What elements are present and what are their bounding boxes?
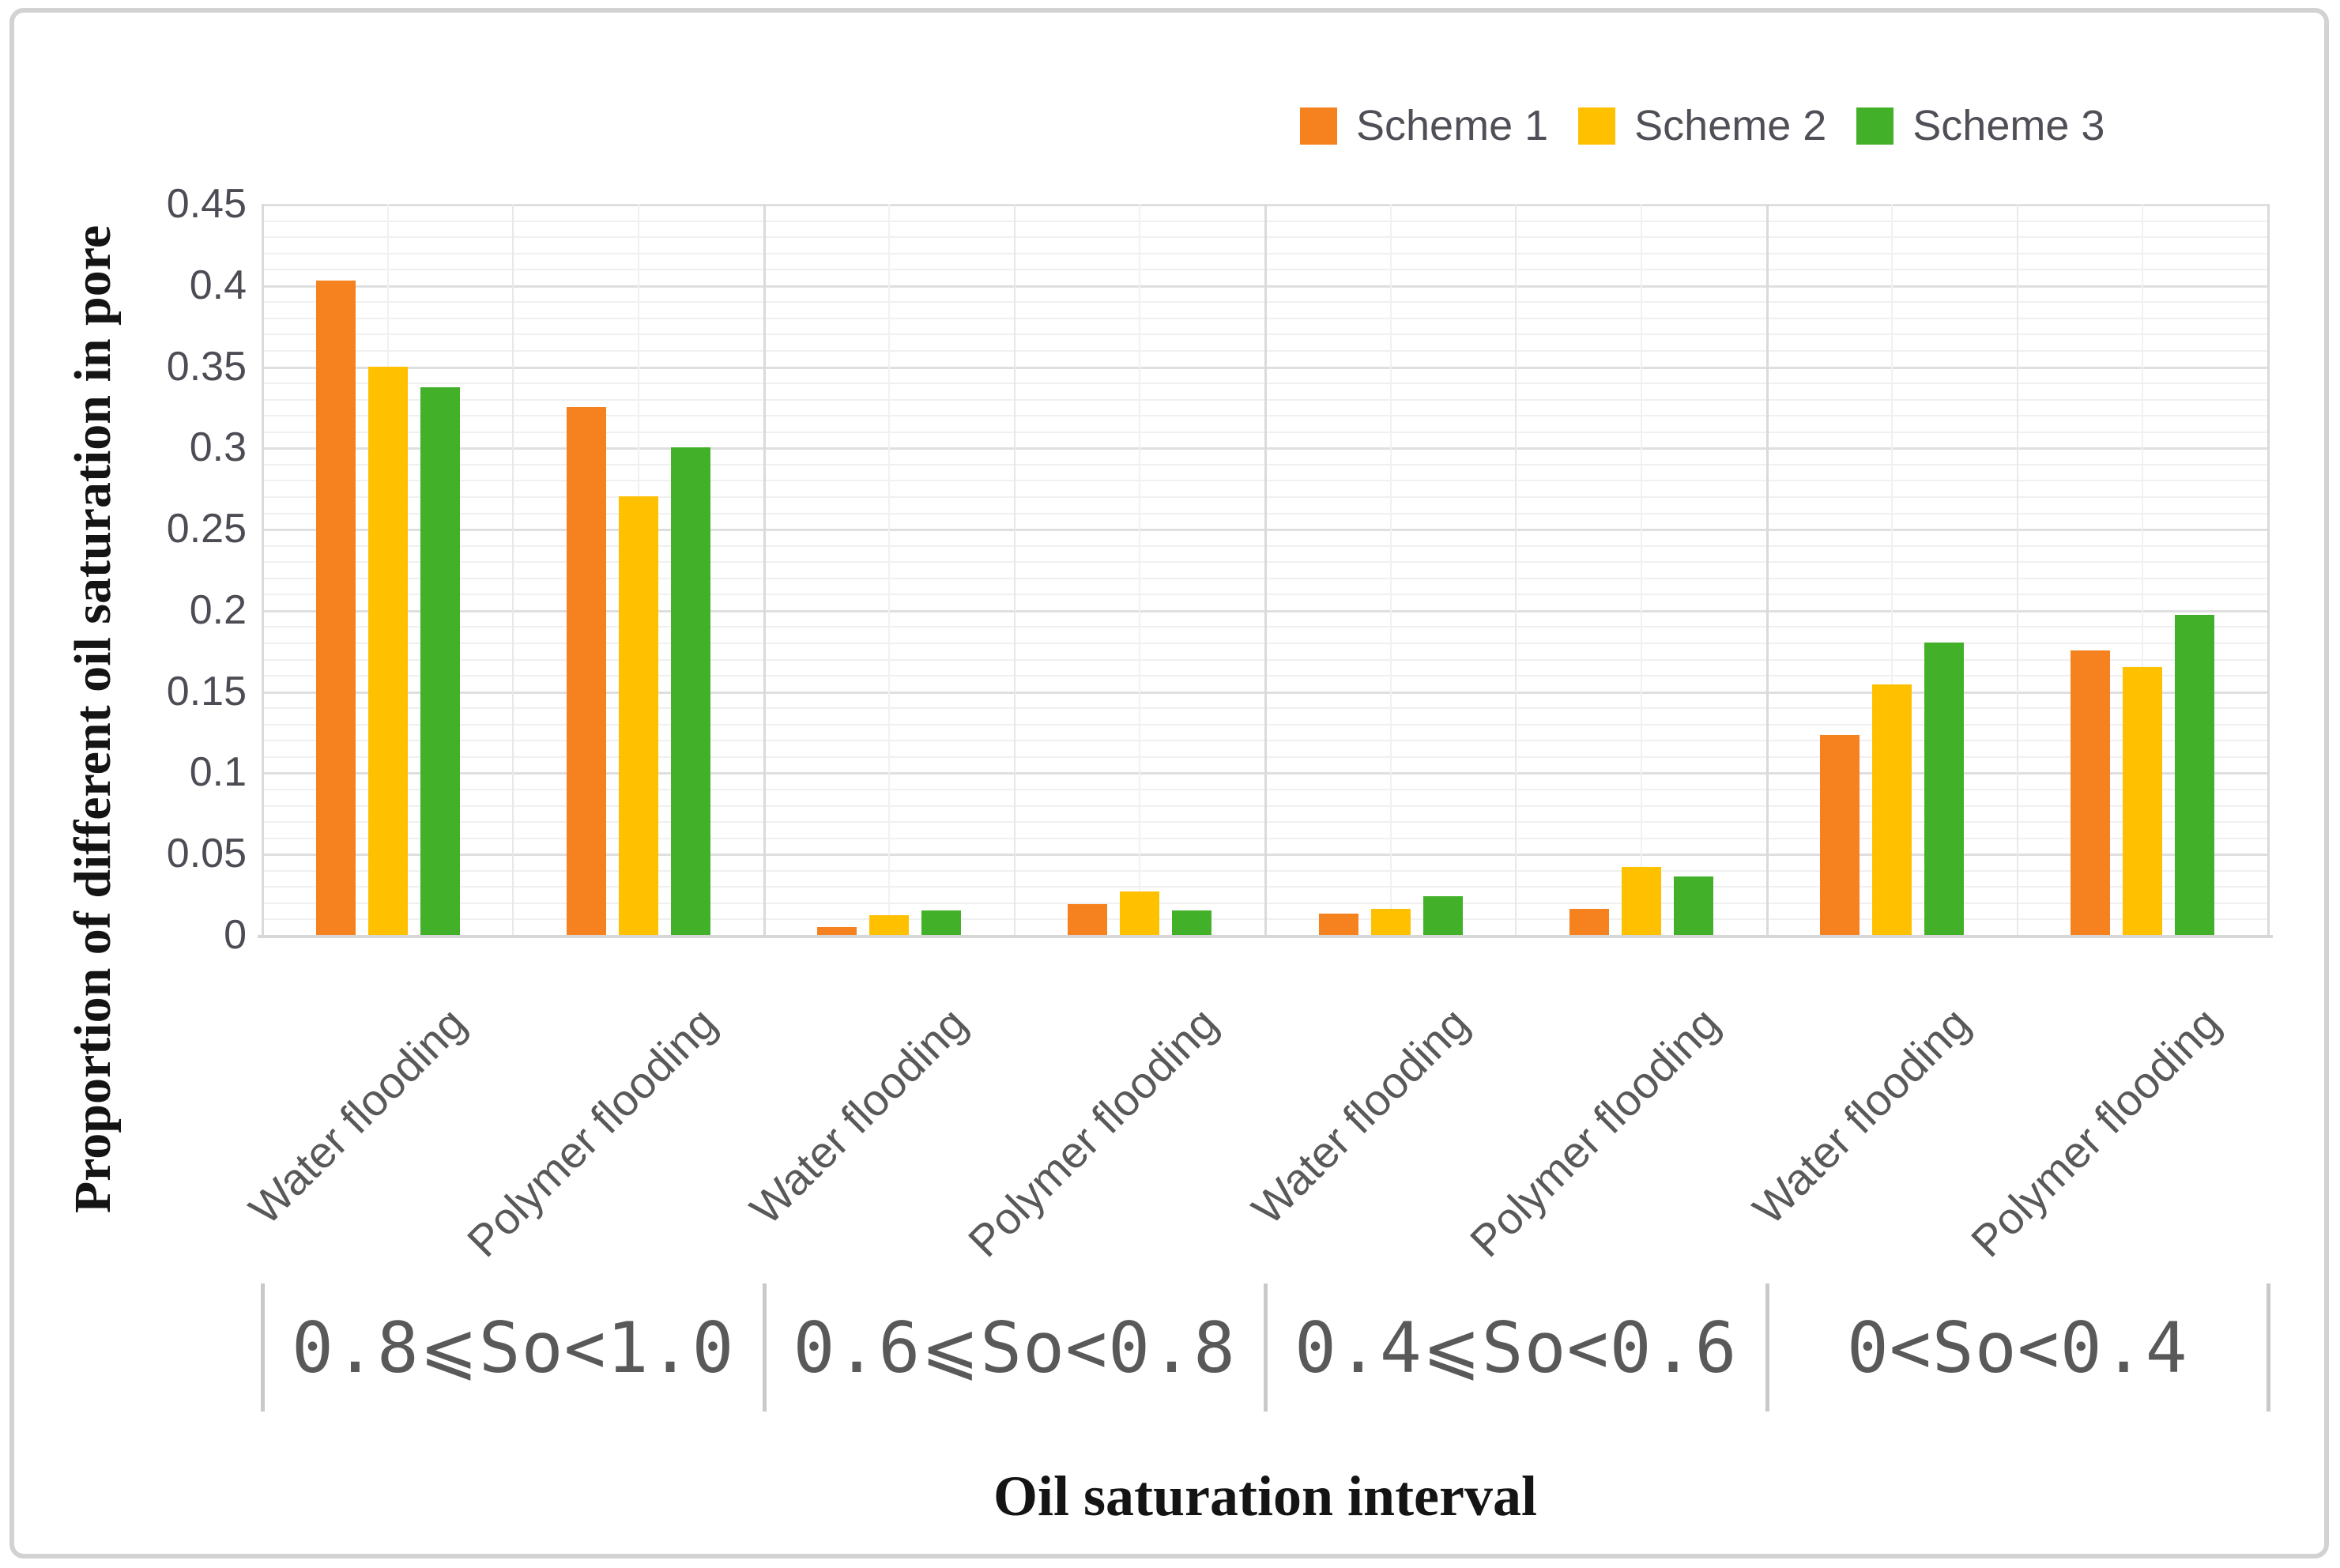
gridline-vertical [1640,204,1642,935]
gridline-vertical [763,204,766,935]
gridline-vertical [262,204,264,935]
y-tick-label: 0.2 [189,586,247,633]
legend-item: Scheme 1 [1300,101,1548,150]
bar-scheme2-cat8 [2123,666,2163,935]
bar-scheme3-cat1 [420,387,460,935]
bar-scheme3-cat2 [670,447,710,935]
bar-scheme2-cat4 [1120,891,1160,935]
x-axis-line [258,935,2273,938]
gridline-vertical [1013,204,1016,935]
legend-item: Scheme 2 [1578,101,1826,150]
y-tick-label: 0.4 [189,262,247,308]
x-axis-title: Oil saturation interval [993,1464,1537,1528]
bar-scheme2-cat6 [1621,866,1661,935]
plot-area [262,204,2270,935]
interval-separator [2267,1283,2270,1412]
bar-scheme1-cat1 [315,280,356,935]
gridline-vertical [1264,204,1267,935]
y-tick-label: 0.15 [166,668,247,714]
bar-scheme2-cat7 [1872,684,1912,935]
gridline-vertical [1389,204,1392,935]
interval-separator [1765,1283,1769,1412]
legend-label: Scheme 3 [1912,102,2105,149]
bar-scheme3-cat5 [1422,895,1463,935]
y-tick-label: 0.35 [166,343,247,390]
interval-label: 0<So<0.4 [1846,1306,2188,1389]
y-tick-label: 0 [224,912,247,958]
bar-scheme1-cat2 [566,406,606,935]
bar-scheme3-cat7 [1924,643,1965,935]
gridline-vertical [1139,204,1141,935]
bar-scheme3-cat6 [1673,876,1713,935]
gridline-vertical [1765,204,1769,935]
y-tick-label: 0.3 [189,424,247,471]
bar-scheme2-cat5 [1370,909,1411,935]
legend-swatch-icon [1578,107,1616,145]
bar-scheme1-cat7 [1820,735,1860,935]
bar-scheme2-cat1 [367,366,408,935]
y-tick-label: 0.1 [189,749,247,796]
y-tick-label: 0.25 [166,506,247,552]
bar-scheme3-cat4 [1172,910,1212,935]
bar-scheme3-cat8 [2175,615,2215,935]
interval-separator [261,1283,265,1412]
legend-label: Scheme 2 [1634,102,1827,149]
interval-separator [762,1283,767,1412]
bar-scheme1-cat6 [1569,909,1609,935]
bar-scheme2-cat2 [618,496,658,935]
interval-label: 0.6⩽So<0.8 [793,1306,1237,1389]
legend-swatch-icon [1856,107,1894,145]
bar-scheme1-cat3 [817,926,857,935]
interval-label: 0.8⩽So<1.0 [291,1306,735,1389]
gridline-vertical [2142,204,2144,935]
bar-scheme2-cat3 [869,915,910,935]
bar-scheme3-cat3 [921,910,962,935]
gridline-vertical [512,204,514,935]
legend: Scheme 1 Scheme 2 Scheme 3 [1300,101,2135,150]
bar-scheme1-cat5 [1318,914,1358,935]
legend-label: Scheme 1 [1356,102,1549,149]
gridline-vertical [1515,204,1517,935]
gridline-vertical [2016,204,2018,935]
gridline-vertical [1891,204,1893,935]
interval-separator [1264,1283,1268,1412]
legend-swatch-icon [1300,107,1337,145]
interval-label: 0.4⩽So<0.6 [1294,1306,1738,1389]
gridline-vertical [888,204,891,935]
bar-scheme1-cat4 [1068,903,1108,935]
y-tick-label: 0.05 [166,831,247,877]
bar-scheme1-cat8 [2071,650,2111,935]
gridline-vertical [2267,204,2270,935]
legend-item: Scheme 3 [1856,101,2104,150]
y-tick-label: 0.45 [166,181,247,227]
